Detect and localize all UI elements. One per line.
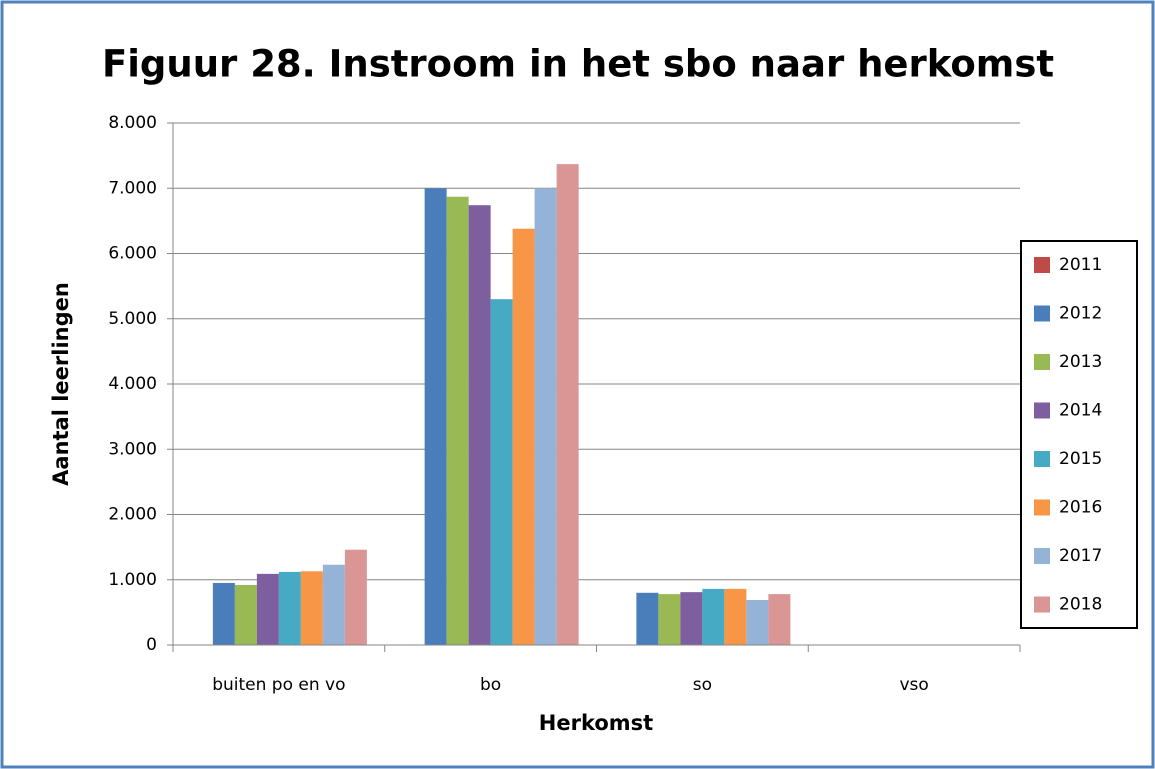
bar	[468, 205, 491, 645]
y-tick-label: 1.000	[108, 570, 157, 590]
y-tick-label: 3.000	[108, 439, 157, 459]
bar	[680, 592, 703, 645]
legend-swatch	[1034, 257, 1050, 273]
bar	[490, 299, 513, 645]
bar	[344, 549, 367, 645]
legend-swatch	[1034, 596, 1050, 613]
bar	[768, 594, 791, 645]
legend-swatch	[1034, 548, 1050, 564]
bar	[446, 196, 469, 646]
legend-label: 2018	[1059, 595, 1102, 615]
legend-swatch	[1034, 354, 1050, 370]
y-tick-label: 5.000	[108, 309, 157, 329]
bar	[278, 571, 301, 645]
y-axis-label: Aantal leerlingen	[49, 282, 73, 486]
bar	[724, 588, 747, 645]
bar	[212, 583, 235, 645]
x-axis-label: Herkomst	[539, 711, 653, 735]
x-tick-label: bo	[480, 675, 501, 695]
legend-box	[1020, 240, 1138, 629]
bar	[256, 573, 279, 645]
legend-swatch	[1034, 305, 1050, 322]
y-tick-label: 4.000	[108, 374, 157, 394]
bar	[300, 571, 323, 645]
x-tick-label: vso	[899, 675, 928, 695]
bar	[512, 228, 535, 645]
x-tick-label: so	[693, 675, 712, 695]
legend-label: 2011	[1059, 255, 1102, 275]
bar	[556, 164, 579, 646]
legend-label: 2012	[1059, 304, 1102, 324]
y-tick-label: 2.000	[108, 505, 157, 525]
y-tick-label: 7.000	[108, 178, 157, 198]
bar	[636, 592, 659, 645]
legend-swatch	[1034, 402, 1050, 419]
bar	[746, 599, 769, 645]
bar	[658, 594, 681, 645]
legend-label: 2014	[1059, 401, 1102, 421]
x-tick-label: buiten po en vo	[212, 675, 345, 695]
bar	[322, 564, 345, 645]
legend-label: 2013	[1059, 352, 1102, 372]
chart-title: Figuur 28. Instroom in het sbo naar herk…	[102, 43, 1054, 86]
legend-swatch	[1034, 451, 1050, 467]
bar	[702, 588, 725, 645]
bar	[424, 188, 447, 645]
bar	[534, 188, 557, 645]
y-tick-label: 0	[146, 635, 157, 655]
bar	[234, 584, 257, 645]
y-tick-label: 6.000	[108, 244, 157, 264]
legend-label: 2015	[1059, 449, 1102, 469]
legend-label: 2017	[1059, 546, 1102, 566]
y-tick-label: 8.000	[108, 113, 157, 133]
legend-swatch	[1034, 499, 1050, 516]
legend-label: 2016	[1059, 498, 1102, 518]
